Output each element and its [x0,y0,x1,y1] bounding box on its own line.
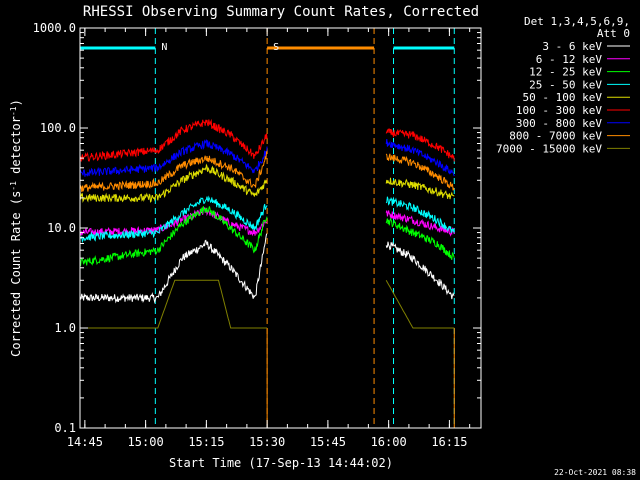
series-100-300-kev-segment-0 [79,118,268,162]
y-axis-label: Corrected Count Rate (s-1 detector-1) [9,99,24,357]
legend-entry-25-50-kev: 25 - 50 keV [529,78,602,91]
series-3-6-kev-segment-0 [79,233,268,304]
svg-text:Corrected Count Rate (s-1 dete: Corrected Count Rate (s-1 detector-1) [9,99,24,357]
x-tick-label-15-15: 15:15 [188,435,224,449]
series-50-100-kev-segment-0 [79,163,268,203]
x-tick-label-15-00: 15:00 [128,435,164,449]
series-6-12-kev-segment-1 [385,210,455,237]
y-axis-label-end: ) [9,99,23,106]
y-tick-label-10-0: 10.0 [47,221,76,235]
x-tick-label-14-45: 14:45 [67,435,103,449]
series-300-800-kev [79,139,455,177]
chart-title: RHESSI Observing Summary Count Rates, Co… [83,4,479,20]
y-tick-label-100-0: 100.0 [40,121,76,135]
series-12-25-kev-segment-0 [79,206,268,267]
plot-frame [79,27,482,429]
series-50-100-kev-segment-1 [385,177,455,200]
legend-entry-50-100-kev: 50 - 100 keV [523,91,603,104]
y-tick-label-1000-0: 1000.0 [33,21,76,35]
series-7000-15000-kev-segment-1 [385,280,455,329]
series-800-7000-kev-segment-1 [385,153,455,191]
y-ticks: 0.1 1.0 10.0 100.0 1000.0 [33,21,481,435]
series-6-12-kev-segment-0 [79,207,268,238]
x-tick-label-16-00: 16:00 [371,435,407,449]
series-12-25-kev-segment-1 [385,217,455,260]
series-3-6-kev-segment-1 [385,241,455,300]
series-300-800-kev-segment-0 [79,139,268,177]
flag-s: S [266,28,375,428]
series-25-50-kev-segment-0 [79,195,268,244]
legend-header-1: Det 1,3,4,5,6,9, [524,15,630,28]
legend-entry-100-300-kev: 100 - 300 keV [516,104,602,117]
series-25-50-kev-segment-1 [385,196,455,233]
legend-entry-12-25-kev: 12 - 25 keV [529,66,602,79]
series-3-6-kev [79,233,455,304]
legend-entry-300-800-kev: 300 - 800 keV [516,117,602,130]
y-axis-label-sup1: -1 [9,181,18,191]
flag-s-label: S [273,42,279,53]
y-axis-label-sup2: -1 [9,106,18,116]
y-tick-label-0-1: 0.1 [54,421,76,435]
x-tick-label-16-15: 16:15 [431,435,467,449]
x-tick-label-15-30: 15:30 [249,435,285,449]
flag-n-label: N [161,42,167,53]
x-tick-label-15-45: 15:45 [310,435,346,449]
series-100-300-kev-segment-1 [385,128,455,162]
legend-header-2: Att 0 [597,27,630,40]
legend-entry-7000-15000-kev: 7000 - 15000 keV [496,142,602,155]
legend-entry-800-7000-kev: 800 - 7000 keV [509,130,602,143]
series-25-50-kev [79,195,455,244]
series-800-7000-kev-segment-0 [79,150,268,193]
x-axis-label: Start Time (17-Sep-13 14:44:02) [169,456,393,470]
y-axis-label-mid: detector [9,116,23,181]
series-6-12-kev [79,207,455,238]
series-7000-15000-kev [80,279,455,329]
legend-entry-3-6-kev: 3 - 6 keV [542,40,602,53]
series-50-100-kev [79,163,455,203]
series-300-800-kev-segment-1 [385,139,455,177]
series-800-7000-kev [79,150,455,193]
series-7000-15000-kev-segment-0 [80,279,268,329]
y-tick-label-1-0: 1.0 [54,321,76,335]
series-100-300-kev [79,118,455,162]
series-12-25-kev [79,206,455,267]
footer-timestamp: 22-Oct-2021 08:38 [554,468,636,477]
legend-entry-6-12-kev: 6 - 12 keV [536,53,603,66]
y-axis-label-main: Corrected Count Rate (s [9,191,23,357]
x-ticks: 14:45 15:00 15:15 15:30 15:45 16:00 16:15 [67,28,471,449]
